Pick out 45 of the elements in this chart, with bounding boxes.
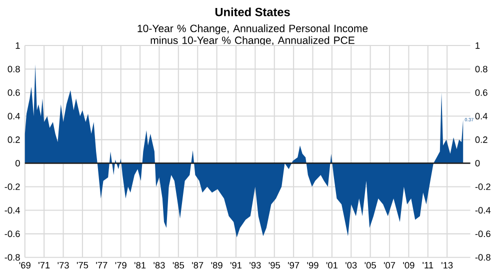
- y2-tick-label: -0.6: [475, 230, 490, 238]
- chart-title: United States: [215, 8, 290, 16]
- x-tick-label: '83: [154, 262, 165, 269]
- y2-tick-label: -0.4: [475, 207, 491, 214]
- x-tick-label: '79: [115, 262, 126, 269]
- x-tick-label: '95: [268, 262, 280, 269]
- chart-subtitle: 10-Year % Change, Annualized Personal Income minus 10-Year % Change, Annualized PCE: [138, 24, 368, 46]
- x-tick-label: '87: [192, 262, 204, 269]
- y-tick-label: 1: [16, 42, 20, 49]
- y2-tick-label: 0: [475, 160, 480, 167]
- y2-tick-label: 1: [476, 42, 480, 49]
- x-tick-label: '11: [422, 262, 434, 268]
- y2-tick-label: 0.6: [475, 89, 488, 96]
- y-tick-label: -0.4: [4, 207, 20, 214]
- x-tick-label: '69: [19, 262, 30, 269]
- x-tick-label: '01: [326, 262, 338, 269]
- x-tick-label: '13: [442, 262, 453, 269]
- x-tick-label: '77: [96, 262, 108, 268]
- y-tick-label: 0.8: [8, 66, 20, 72]
- x-tick-label: '73: [58, 262, 69, 269]
- x-tick-label: '97: [288, 262, 300, 269]
- x-tick-label: '75: [76, 262, 88, 268]
- x-tick-label: '91: [230, 262, 242, 269]
- y2-tick-label: 0.2: [475, 136, 488, 143]
- y-tick-label: 0.2: [8, 136, 20, 143]
- x-tick-label: '05: [364, 262, 376, 269]
- y-tick-label: 0: [15, 160, 20, 167]
- x-tick-label: '09: [403, 262, 414, 269]
- y-tick-label: 0.6: [8, 89, 20, 96]
- y-tick-label: -0.6: [4, 230, 20, 238]
- y2-tick-label: 0.8: [475, 66, 488, 72]
- x-tick-label: '71: [38, 262, 50, 268]
- x-tick-label: '99: [307, 262, 318, 269]
- y-tick-label: -0.8: [4, 254, 20, 261]
- y-tick-label: -0.2: [4, 184, 20, 190]
- x-tick-label: '93: [250, 262, 261, 269]
- x-tick-label: '85: [172, 262, 184, 269]
- y2-tick-label: -0.8: [475, 254, 490, 261]
- y2-tick-label: 0.4: [475, 112, 488, 120]
- y2-tick-label: -0.2: [475, 184, 490, 190]
- x-tick-label: '89: [211, 262, 222, 269]
- x-tick-label: '03: [346, 262, 357, 269]
- x-tick-label: '07: [384, 262, 396, 269]
- y-tick-label: 0.4: [8, 112, 20, 120]
- x-tick-label: '81: [134, 262, 146, 269]
